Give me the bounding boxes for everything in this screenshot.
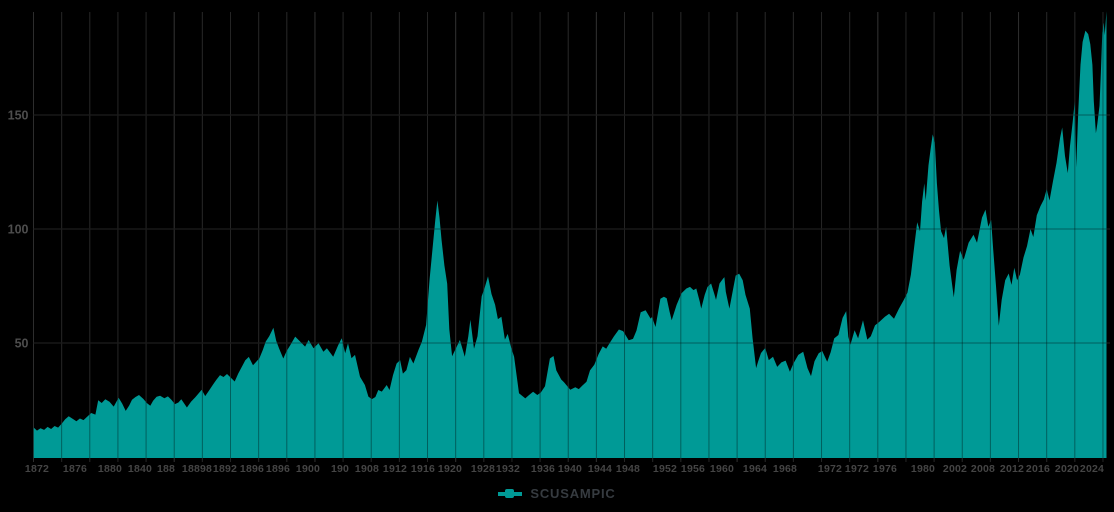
area-series-scusampic: [33, 11, 1107, 459]
x-tick-label: 190: [330, 463, 350, 475]
x-tick-label: 2002: [942, 463, 968, 475]
y-tick-label: 150: [8, 109, 29, 123]
y-tick-label: 100: [8, 223, 29, 237]
x-tick-label: 1892: [212, 463, 238, 475]
legend-item[interactable]: SCUSAMPIC: [0, 486, 1114, 501]
x-tick-label: 2024: [1079, 463, 1105, 475]
x-tick-label: 1976: [872, 463, 898, 475]
x-tick-label: 1880: [97, 463, 123, 475]
x-tick-label: 1896: [265, 463, 291, 475]
x-tick-label: 1936: [530, 463, 556, 475]
x-tick-label: 1912: [382, 463, 408, 475]
y-axis-tick-labels: 50 100 150: [8, 109, 29, 351]
x-tick-label: 1980: [910, 463, 936, 475]
x-tick-label: 1940: [557, 463, 583, 475]
x-tick-label: 1908: [354, 463, 380, 475]
x-tick-label: 1952: [652, 463, 678, 475]
x-tick-label: 18898: [181, 463, 213, 475]
x-tick-label: 188: [156, 463, 176, 475]
legend-line-marker-icon: [498, 487, 523, 501]
x-tick-label: 1896: [239, 463, 265, 475]
x-tick-label: 1956: [680, 463, 706, 475]
x-tick-label: 1876: [62, 463, 88, 475]
x-tick-label: 1960: [709, 463, 735, 475]
x-tick-label: 2016: [1025, 463, 1051, 475]
y-tick-label: 50: [15, 337, 29, 351]
x-tick-label: 1840: [127, 463, 153, 475]
x-tick-label: 1872: [24, 463, 50, 475]
x-tick-label: 1964: [742, 463, 768, 475]
x-tick-label: 1916: [410, 463, 436, 475]
x-tick-label: 2008: [970, 463, 996, 475]
x-tick-label: 1972: [844, 463, 870, 475]
x-tick-label: 2020: [1054, 463, 1080, 475]
x-tick-label: 1948: [615, 463, 641, 475]
x-tick-label: 1900: [295, 463, 321, 475]
x-tick-label: 1932: [495, 463, 521, 475]
x-tick-label: 1968: [772, 463, 798, 475]
x-tick-label: 1944: [587, 463, 613, 475]
x-tick-label: 1928: [470, 463, 496, 475]
x-tick-label: 1920: [437, 463, 463, 475]
x-tick-label: 2012: [999, 463, 1025, 475]
grid-over: [33, 12, 1110, 462]
legend-series-label: SCUSAMPIC: [530, 486, 616, 501]
x-tick-label: 1972: [817, 463, 843, 475]
